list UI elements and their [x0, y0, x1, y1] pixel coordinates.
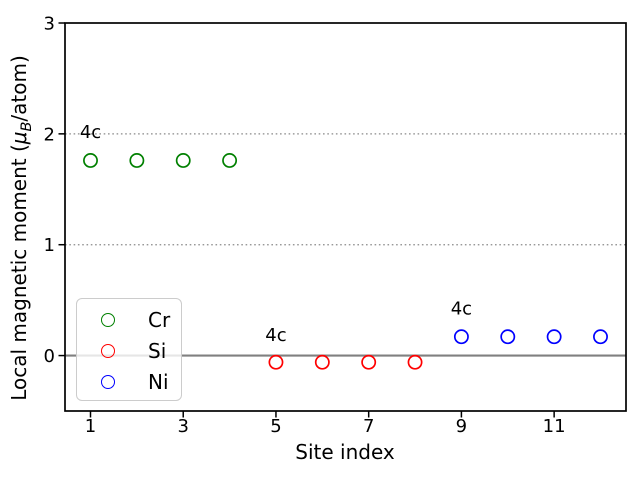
data-point-cr-1 — [83, 153, 98, 168]
x-tick-label-7: 7 — [363, 416, 374, 437]
ni-marker-icon — [101, 374, 115, 389]
y-axis-label-text: Local magnetic moment ( — [7, 144, 31, 401]
x-tick-label-9: 9 — [456, 416, 467, 437]
legend-row-si: Si — [77, 335, 181, 366]
y-tick-label-2: 2 — [44, 124, 55, 145]
x-axis-label: Site index — [295, 440, 395, 464]
si-marker-icon — [101, 343, 115, 358]
x-tick-label-1: 1 — [85, 416, 96, 437]
data-point-si-8 — [407, 354, 423, 370]
y-axis-label: Local magnetic moment (μB/atom) — [7, 55, 35, 401]
x-tick-label-5: 5 — [270, 416, 281, 437]
data-point-si-6 — [314, 354, 330, 370]
legend-row-cr: Cr — [77, 304, 181, 335]
data-point-ni-11 — [546, 329, 562, 345]
legend: Cr Si Ni — [76, 298, 182, 401]
y-tick-label-1: 1 — [44, 235, 55, 256]
cr-marker-icon — [101, 312, 115, 327]
legend-label-cr: Cr — [148, 307, 171, 332]
legend-label-ni: Ni — [148, 369, 169, 394]
annotation-4c-1: 4c — [80, 122, 101, 143]
data-point-cr-2 — [129, 153, 145, 168]
data-point-ni-9 — [453, 329, 469, 345]
data-point-si-5 — [268, 354, 284, 370]
x-tick-label-3: 3 — [178, 416, 189, 437]
data-point-cr-3 — [175, 153, 191, 168]
x-tick-label-11: 11 — [543, 416, 566, 437]
annotation-4c-2: 4c — [265, 325, 286, 346]
data-point-ni-10 — [500, 329, 516, 345]
mu-symbol: μ — [7, 131, 31, 145]
y-tick-label-3: 3 — [44, 14, 55, 35]
y-axis-label-suffix: /atom) — [7, 55, 31, 122]
legend-row-ni: Ni — [77, 366, 181, 397]
data-point-si-7 — [361, 354, 377, 370]
data-point-cr-4 — [222, 153, 238, 168]
plot-border — [64, 22, 627, 412]
mu-subscript: B — [19, 121, 35, 132]
data-point-ni-12 — [593, 329, 608, 345]
y-tick-label-0: 0 — [44, 346, 55, 367]
annotation-4c-3: 4c — [451, 298, 472, 319]
legend-label-si: Si — [148, 338, 167, 363]
